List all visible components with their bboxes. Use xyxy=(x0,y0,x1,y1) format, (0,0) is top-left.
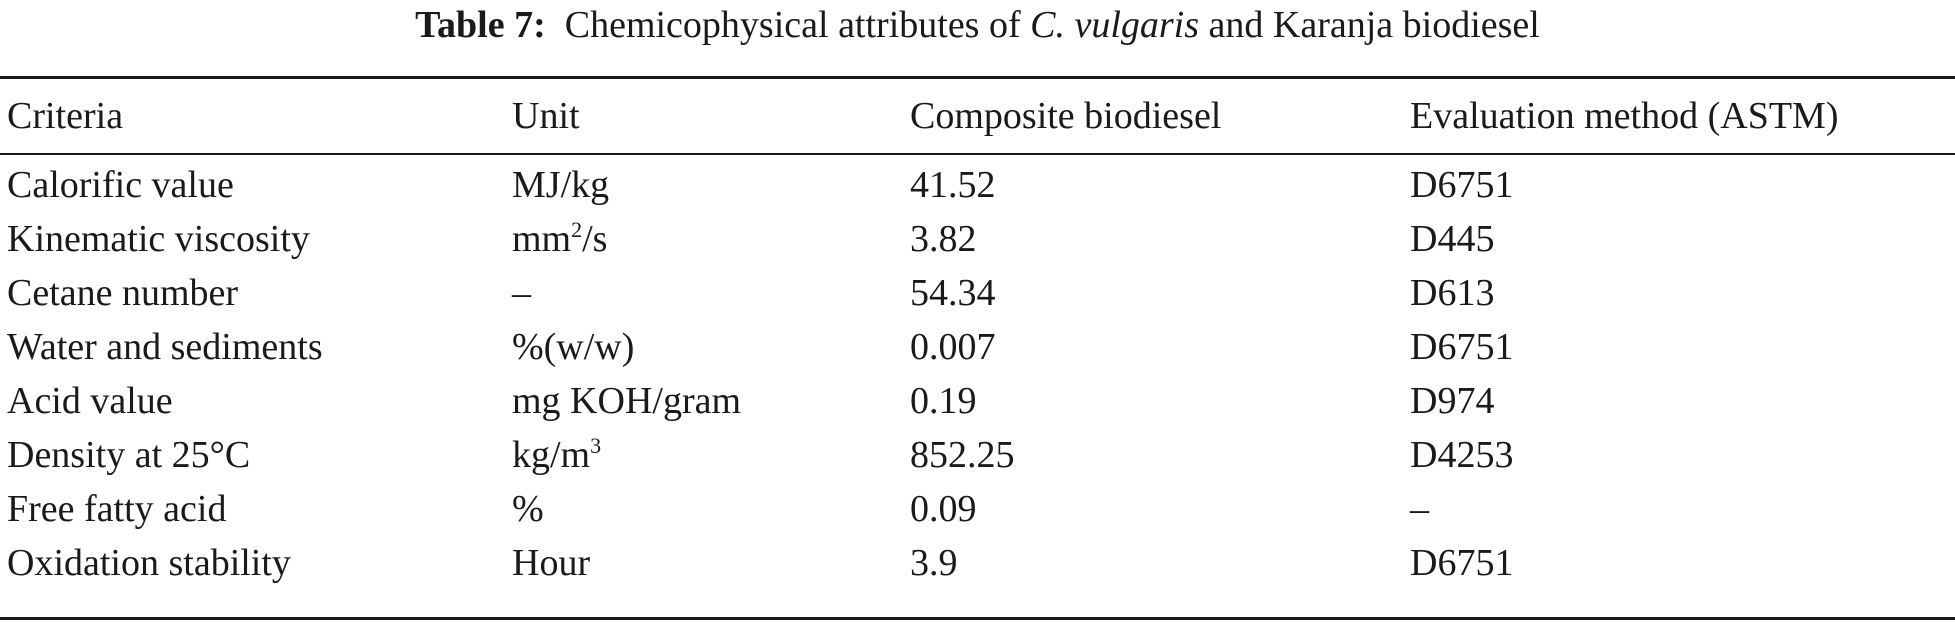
table-header: Criteria Unit Composite biodiesel Evalua… xyxy=(0,80,1955,152)
cell-unit: %(w/w) xyxy=(512,326,635,368)
bottom-rule xyxy=(0,617,1955,620)
cell-value: 41.52 xyxy=(910,164,996,206)
cell-method: D6751 xyxy=(1410,326,1514,368)
cell-method: – xyxy=(1410,488,1429,530)
caption-label: Table 7: xyxy=(415,4,546,46)
caption-species: C. vulgaris xyxy=(1030,4,1200,46)
cell-method: D6751 xyxy=(1410,164,1514,206)
cell-criteria: Kinematic viscosity xyxy=(7,218,310,260)
table-row: Acid value mg KOH/gram 0.19 D974 xyxy=(0,374,1955,428)
cell-unit: – xyxy=(512,272,531,314)
cell-unit: mm2/s xyxy=(512,217,608,260)
table-body: Calorific value MJ/kg 41.52 D6751 Kinema… xyxy=(0,158,1955,590)
table-row: Kinematic viscosity mm2/s 3.82 D445 xyxy=(0,212,1955,266)
table-row: Cetane number – 54.34 D613 xyxy=(0,266,1955,320)
cell-method: D613 xyxy=(1410,272,1495,314)
cell-unit: % xyxy=(512,488,544,530)
cell-method: D4253 xyxy=(1410,434,1514,476)
top-rule xyxy=(0,76,1955,79)
cell-value: 852.25 xyxy=(910,434,1015,476)
cell-unit: mg KOH/gram xyxy=(512,380,742,422)
header-evaluation-method: Evaluation method (ASTM) xyxy=(1410,95,1839,137)
table-caption: Table 7: Chemicophysical attributes of C… xyxy=(0,0,1955,48)
cell-unit: kg/m3 xyxy=(512,433,602,476)
header-composite-biodiesel: Composite biodiesel xyxy=(910,95,1222,137)
header-row: Criteria Unit Composite biodiesel Evalua… xyxy=(0,80,1955,152)
cell-value: 0.19 xyxy=(910,380,977,422)
cell-value: 0.007 xyxy=(910,326,996,368)
cell-value: 3.9 xyxy=(910,542,958,584)
cell-criteria: Cetane number xyxy=(7,272,239,314)
table-row: Calorific value MJ/kg 41.52 D6751 xyxy=(0,158,1955,212)
cell-criteria: Density at 25°C xyxy=(7,434,251,476)
table-row: Free fatty acid % 0.09 – xyxy=(0,482,1955,536)
cell-unit: Hour xyxy=(512,542,591,584)
cell-unit: MJ/kg xyxy=(512,164,610,206)
cell-value: 54.34 xyxy=(910,272,996,314)
cell-criteria: Calorific value xyxy=(7,164,234,206)
header-rule xyxy=(0,153,1955,155)
table-row: Water and sediments %(w/w) 0.007 D6751 xyxy=(0,320,1955,374)
cell-criteria: Free fatty acid xyxy=(7,488,227,530)
caption-text-after: and Karanja biodiesel xyxy=(1199,4,1540,46)
cell-method: D974 xyxy=(1410,380,1495,422)
table-row: Density at 25°C kg/m3 852.25 D4253 xyxy=(0,428,1955,482)
caption-text-before: Chemicophysical attributes of xyxy=(564,4,1031,46)
header-criteria: Criteria xyxy=(7,95,124,137)
cell-method: D6751 xyxy=(1410,542,1514,584)
cell-criteria: Oxidation stability xyxy=(7,542,291,584)
cell-criteria: Water and sediments xyxy=(7,326,323,368)
cell-criteria: Acid value xyxy=(7,380,173,422)
table-row: Oxidation stability Hour 3.9 D6751 xyxy=(0,536,1955,590)
cell-method: D445 xyxy=(1410,218,1495,260)
cell-value: 0.09 xyxy=(910,488,977,530)
cell-value: 3.82 xyxy=(910,218,977,260)
header-unit: Unit xyxy=(512,95,580,137)
